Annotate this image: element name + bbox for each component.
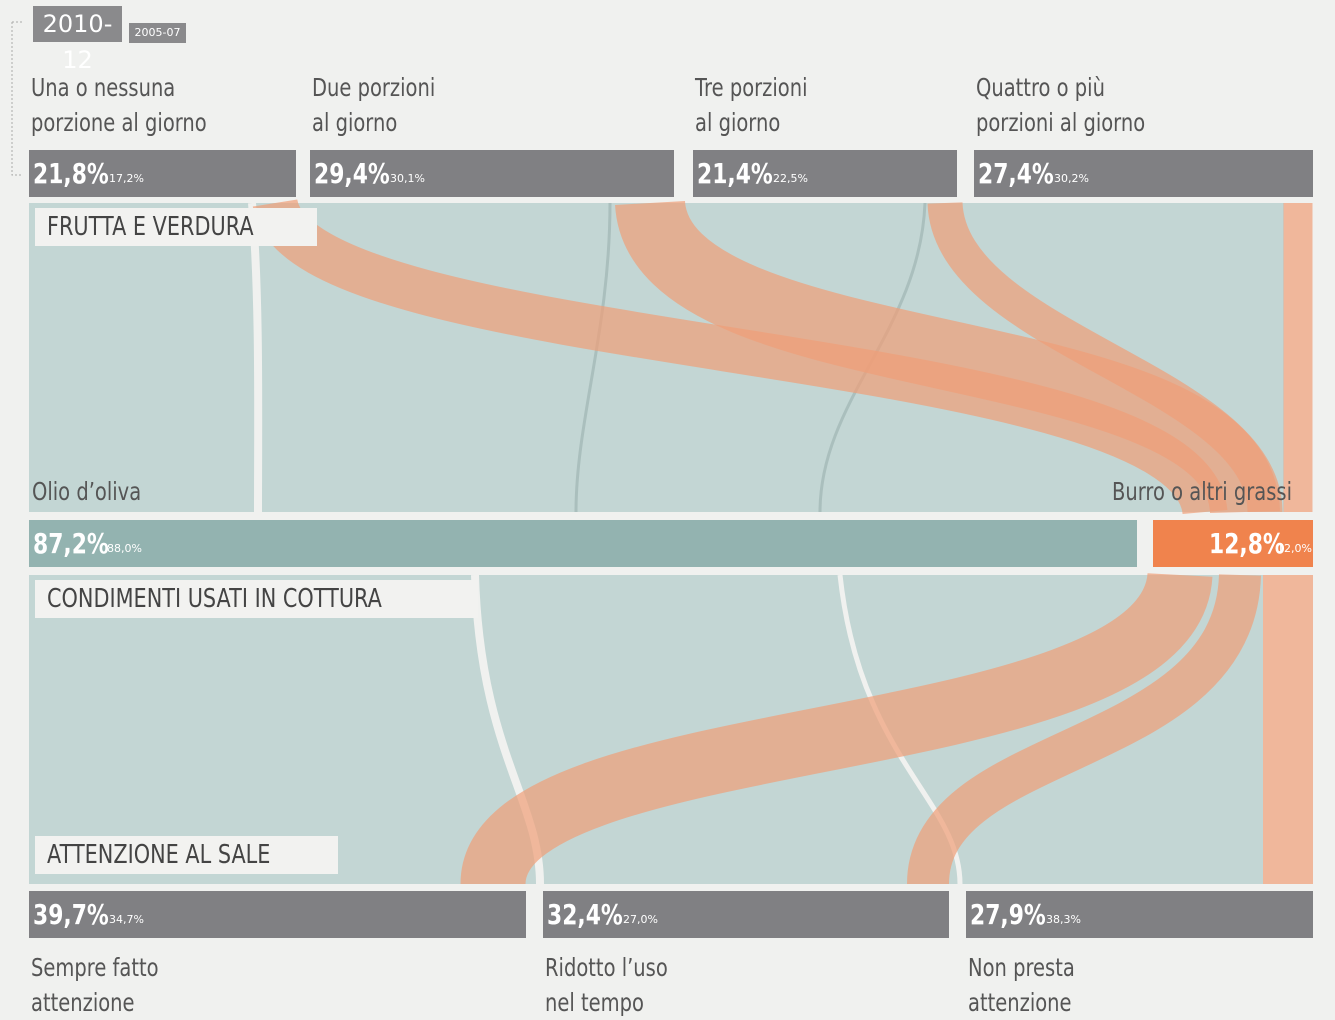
middle-bar: 12,8% 12,0% [1153, 520, 1313, 567]
value: 39,7% [33, 898, 109, 931]
group-label: Sempre fatto [31, 953, 159, 982]
middle-label: Burro o altri grassi [1112, 477, 1292, 506]
group-label: nel tempo [545, 988, 644, 1017]
group-label: Non presta [968, 953, 1075, 982]
group-bar: 21,4% 22,5% [693, 150, 957, 197]
group-label: Due porzioni [312, 73, 436, 102]
group-bar: 32,4% 27,0% [543, 891, 949, 938]
previous-value: 38,3% [1046, 913, 1081, 926]
legend-current: 2010-12 [33, 6, 122, 74]
value: 29,4% [314, 157, 390, 190]
group-label: Tre porzioni [695, 73, 808, 102]
value: 21,4% [697, 157, 773, 190]
group-label: Una o nessuna [31, 73, 176, 102]
group-label: al giorno [695, 108, 781, 137]
group-label: al giorno [312, 108, 398, 137]
previous-value: 30,1% [390, 172, 425, 185]
middle-label: Olio d’oliva [32, 477, 142, 506]
value: 21,8% [33, 157, 109, 190]
group-label: attenzione [31, 988, 135, 1017]
value: 32,4% [547, 898, 623, 931]
gap [574, 202, 612, 513]
group-label: porzione al giorno [31, 108, 207, 137]
previous-value: 27,0% [623, 913, 658, 926]
group-bar: 29,4% 30,1% [310, 150, 674, 197]
group-bar: 21,8% 17,2% [29, 150, 296, 197]
section-label: FRUTTA E VERDURA [35, 208, 318, 246]
previous-value: 30,2% [1054, 172, 1089, 185]
value: 27,9% [970, 898, 1046, 931]
legend-previous: 2005-07 [129, 23, 186, 43]
group-bar: 27,4% 30,2% [974, 150, 1313, 197]
butter-flows [252, 196, 1313, 888]
middle-bar: 87,2% 88,0% [29, 520, 1137, 567]
previous-value: 17,2% [109, 172, 144, 185]
section-label: ATTENZIONE AL SALE [35, 836, 339, 874]
group-label: Quattro o più [976, 73, 1105, 102]
previous-value: 22,5% [773, 172, 808, 185]
value: 27,4% [978, 157, 1054, 190]
teal-flow [29, 575, 1263, 884]
group-label: porzioni al giorno [976, 108, 1146, 137]
previous-value: 34,7% [109, 913, 144, 926]
group-label: Ridotto l’uso [545, 953, 668, 982]
bracket [11, 21, 22, 176]
group-label: attenzione [968, 988, 1072, 1017]
section-label: CONDIMENTI USATI IN COTTURA [35, 580, 478, 618]
group-bar: 39,7% 34,7% [29, 891, 526, 938]
group-bar: 27,9% 38,3% [966, 891, 1313, 938]
